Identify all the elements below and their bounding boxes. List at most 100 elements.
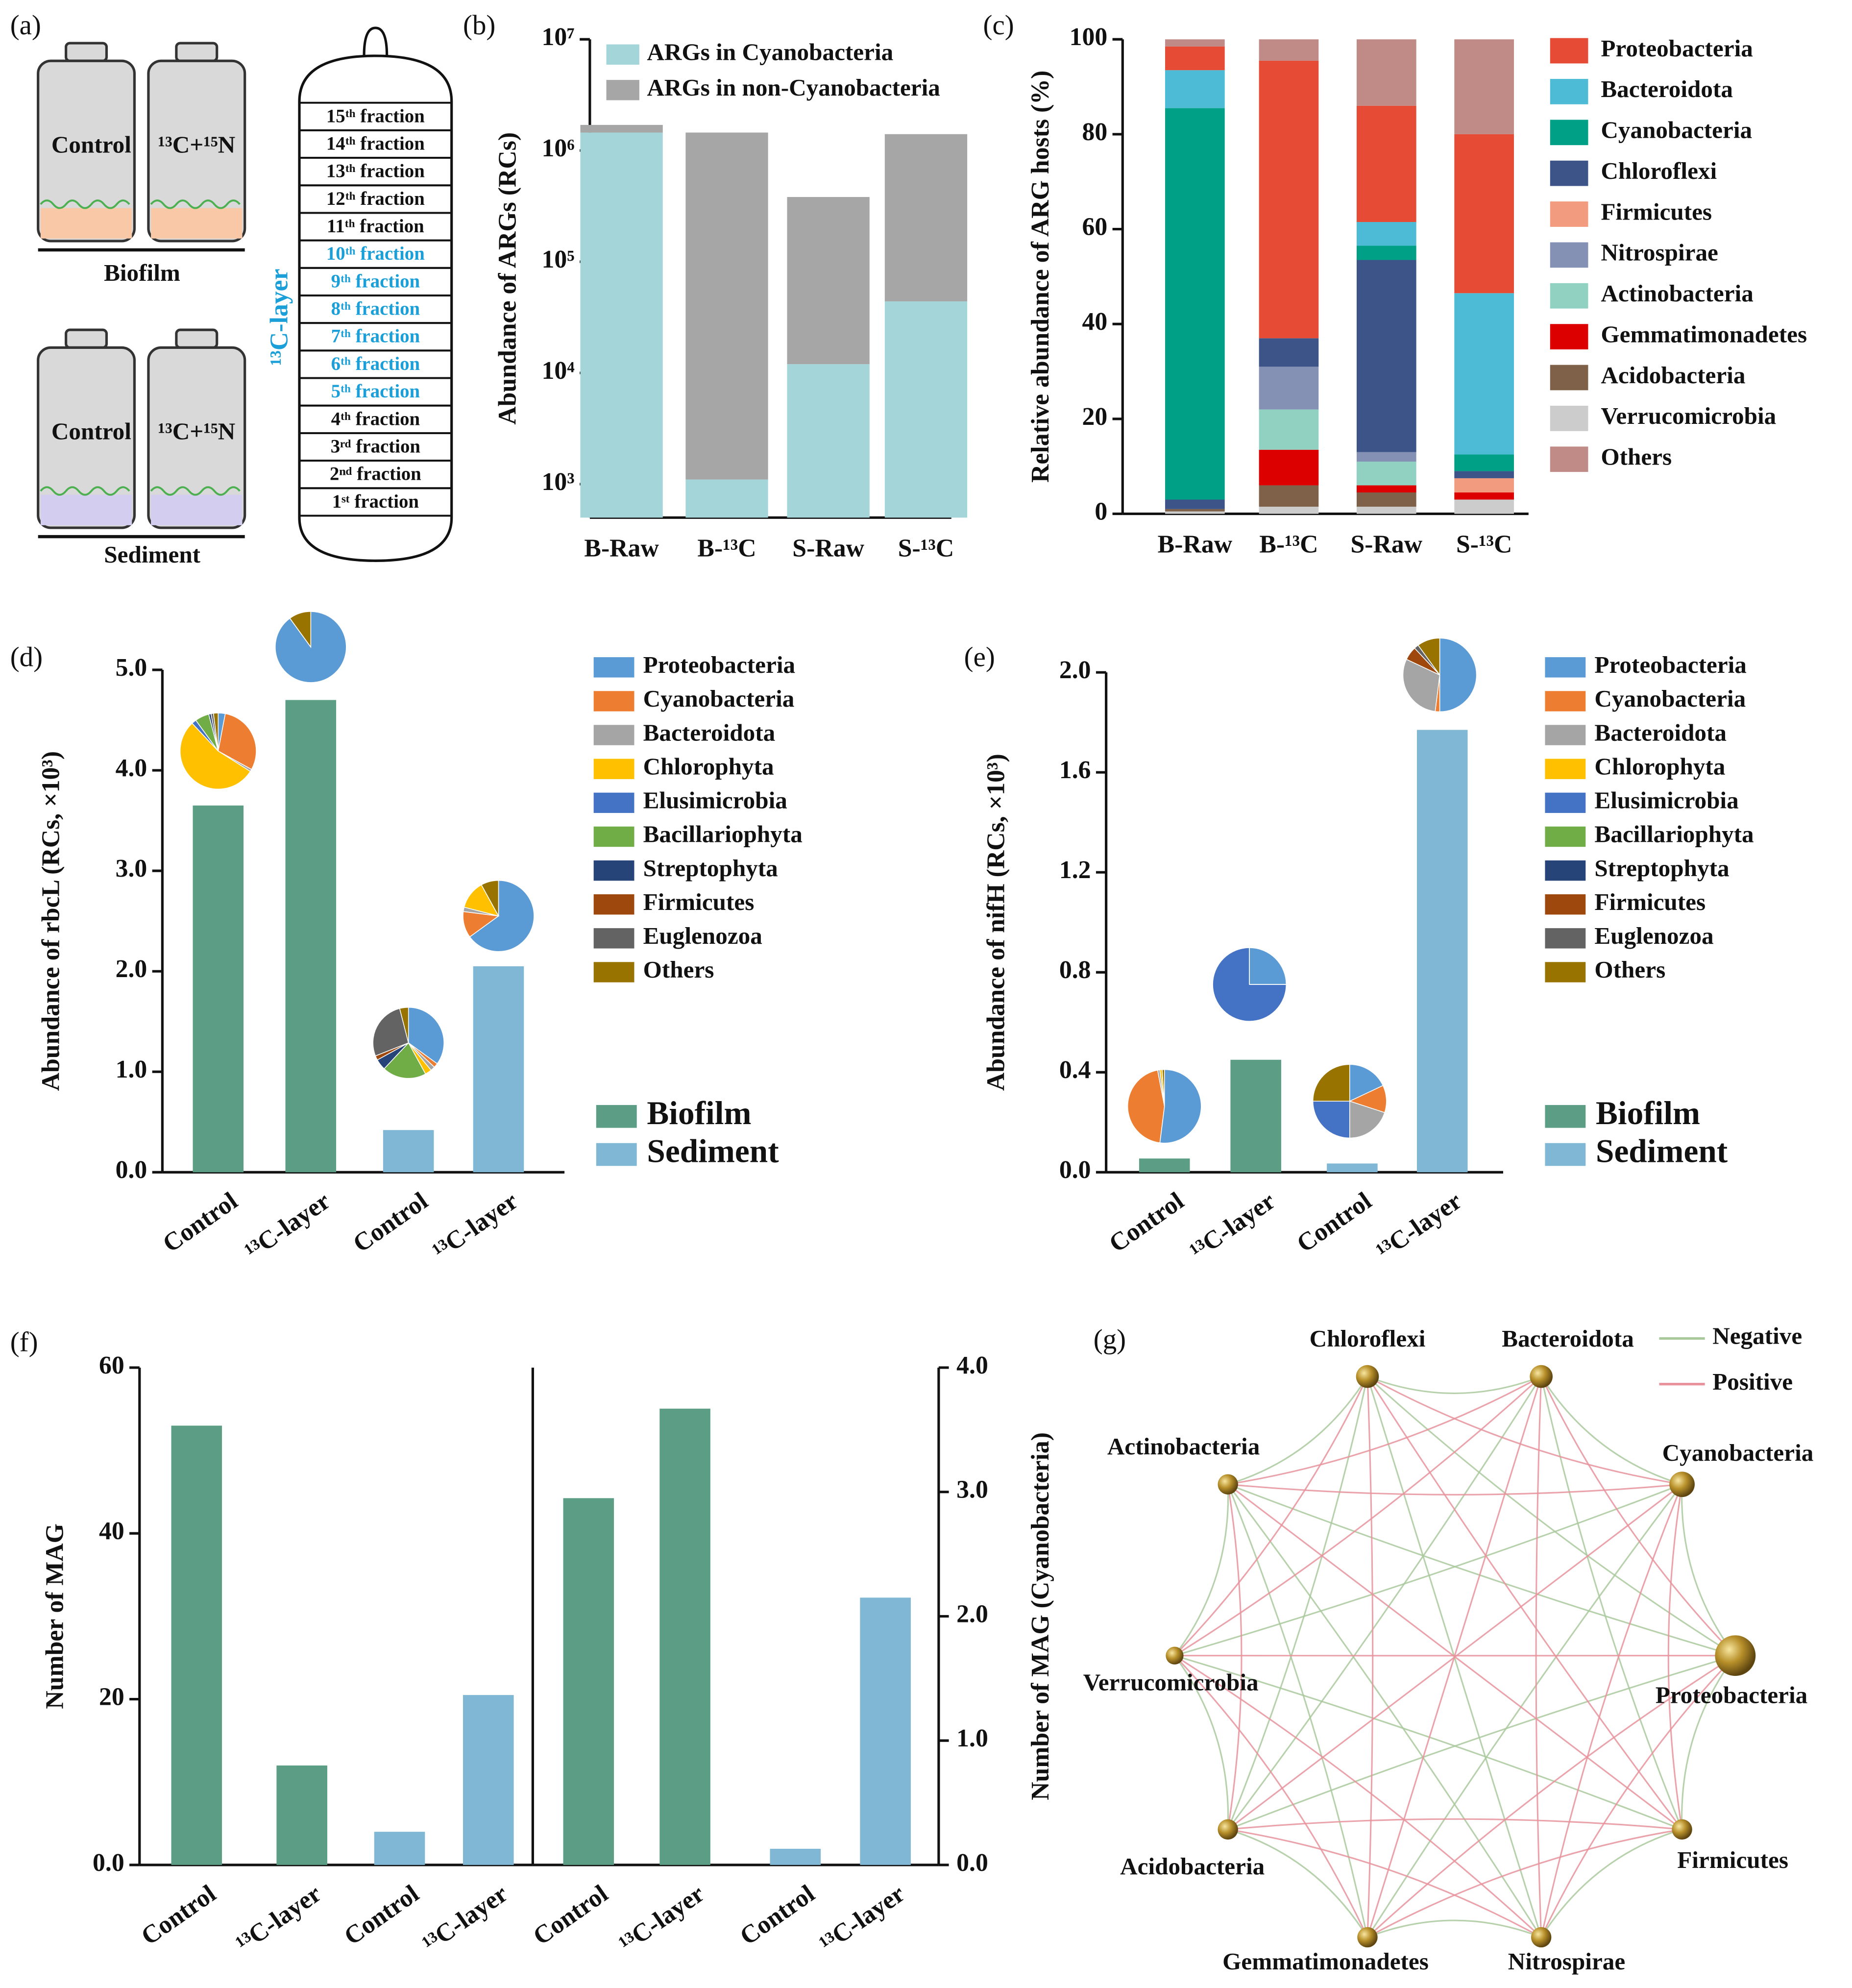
- bar-segment: [1165, 511, 1225, 514]
- panel-label: (d): [10, 641, 43, 672]
- y-tick-label: 0.0: [116, 1156, 147, 1184]
- y-tick-label: 1.2: [1059, 856, 1091, 884]
- charts: (b) 10³ 10⁴ 10⁵ 10⁶ 10⁷ Abundance of ARGs (RCs…: [10, 10, 1807, 1958]
- bottle-group: Control ¹³C+¹⁵N Sediment: [37, 328, 246, 568]
- pie-legend-swatch: [1545, 759, 1586, 779]
- tube-hook: [363, 26, 389, 56]
- bar: [473, 966, 524, 1173]
- bar-segment: [1356, 492, 1416, 507]
- legend-swatch: [1550, 405, 1588, 431]
- bar-segment: [1454, 478, 1514, 492]
- legend-label: Bacteroidota: [1601, 75, 1733, 102]
- pie-legend-label: Firmicutes: [643, 888, 755, 915]
- y-tick-label: 60: [99, 1351, 124, 1379]
- pie-legend-swatch: [593, 759, 634, 779]
- legend-swatch: [596, 1143, 637, 1166]
- x-tick-label: Control: [158, 1187, 243, 1258]
- legend-label: Nitrospirae: [1601, 239, 1718, 266]
- edge: [1681, 1655, 1736, 1830]
- pie-slice: [1402, 659, 1440, 712]
- edge: [1366, 1375, 1736, 1656]
- y-axis-label: Abundance of ARGs (RCs): [494, 132, 522, 425]
- bar: [383, 1130, 434, 1173]
- pie-slice: [1349, 1101, 1386, 1139]
- bar-segment: [1454, 471, 1514, 478]
- edge: [1367, 1919, 1542, 1938]
- legend-swatch: [1550, 324, 1588, 350]
- edge: [1227, 1828, 1542, 1938]
- edge: [1227, 1484, 1368, 1938]
- edge: [1366, 1376, 1374, 1938]
- pie-slice: [1417, 638, 1440, 676]
- bar-segment: [1259, 409, 1319, 450]
- legend-swatch: [1550, 446, 1588, 472]
- legend-swatch: [606, 44, 639, 65]
- node: [1530, 1365, 1553, 1388]
- pie-legend-label: Proteobacteria: [1594, 651, 1746, 678]
- legend-label: Chloroflexi: [1601, 157, 1717, 184]
- bottle-group: Control ¹³C+¹⁵N Biofilm: [37, 42, 246, 286]
- y-tick-label: 10⁷: [542, 23, 575, 51]
- bar-segment: [1356, 260, 1416, 452]
- pie-slice: [1159, 1069, 1202, 1144]
- node: [1166, 1646, 1184, 1665]
- legend-swatch: [1545, 1105, 1586, 1128]
- bottle-label: ¹³C+¹⁵N: [158, 131, 235, 158]
- bar-segment: [1356, 462, 1416, 486]
- fraction-label: 10ᵗʰ fraction: [326, 243, 425, 264]
- pie-slice: [1312, 1101, 1350, 1139]
- pie-slice: [1212, 947, 1287, 1022]
- pie-legend-label: Bacteroidota: [643, 719, 776, 746]
- bar-segment: [580, 124, 663, 133]
- fraction-label: 9ᵗʰ fraction: [331, 270, 420, 292]
- pie-legend-label: Others: [1594, 956, 1665, 983]
- bar: [1416, 730, 1468, 1173]
- pie-legend-label: Bacillariophyta: [1594, 821, 1754, 848]
- node-label: Acidobacteria: [1120, 1853, 1265, 1880]
- fraction-label: 8ᵗʰ fraction: [331, 298, 420, 319]
- pie-legend-label: Streptophyta: [1594, 855, 1729, 882]
- x-tick-label: Control: [735, 1880, 820, 1951]
- edge: [1681, 1484, 1736, 1656]
- fraction-label: 12ᵗʰ fraction: [326, 188, 425, 209]
- panel-a: (a) Control ¹³C+¹⁵N Biofilm Control ¹³C+…: [10, 10, 453, 568]
- panel-label: (b): [463, 10, 495, 41]
- x-tick-label: Control: [339, 1880, 424, 1951]
- y-tick-label: 2.0: [1059, 656, 1091, 684]
- bar-segment: [1454, 499, 1514, 514]
- pie-slice: [1439, 638, 1477, 712]
- edge: [1228, 1483, 1682, 1496]
- bar-segment: [1356, 245, 1416, 260]
- pie-legend-label: Bacteroidota: [1594, 719, 1727, 746]
- pie-legend-label: Streptophyta: [643, 855, 778, 882]
- fraction-label: 11ᵗʰ fraction: [327, 216, 424, 237]
- legend-label: ARGs in non-Cyanobacteria: [647, 74, 940, 101]
- edge: [1174, 1655, 1542, 1938]
- bar-segment: [787, 197, 870, 365]
- node: [1672, 1819, 1692, 1840]
- pie-legend-label: Bacillariophyta: [643, 821, 803, 848]
- x-tick-label: ¹³C-layer: [231, 1880, 326, 1958]
- tube: [298, 54, 453, 562]
- x-tick-label: ¹³C-layer: [240, 1187, 336, 1265]
- panel-label: (e): [964, 641, 995, 672]
- panel-label: (a): [10, 10, 41, 41]
- edge: [1174, 1484, 1229, 1656]
- bar-segment: [1356, 507, 1416, 514]
- edge: [1540, 1828, 1682, 1938]
- pie-slice: [1127, 1069, 1165, 1143]
- edge: [1540, 1376, 1736, 1656]
- bar: [1327, 1163, 1378, 1173]
- bar: [285, 700, 337, 1173]
- bar-segment: [1454, 39, 1514, 134]
- node-label: Actinobacteria: [1107, 1433, 1260, 1460]
- bar-segment: [1356, 105, 1416, 222]
- x-tick-label: Control: [1104, 1187, 1189, 1258]
- bar: [1139, 1158, 1190, 1173]
- legend-label: Firmicutes: [1601, 198, 1712, 225]
- edge: [1174, 1483, 1682, 1657]
- pie-legend-label: Euglenozoa: [1594, 922, 1713, 949]
- node-label: Firmicutes: [1677, 1846, 1788, 1873]
- bar-segment: [685, 132, 768, 480]
